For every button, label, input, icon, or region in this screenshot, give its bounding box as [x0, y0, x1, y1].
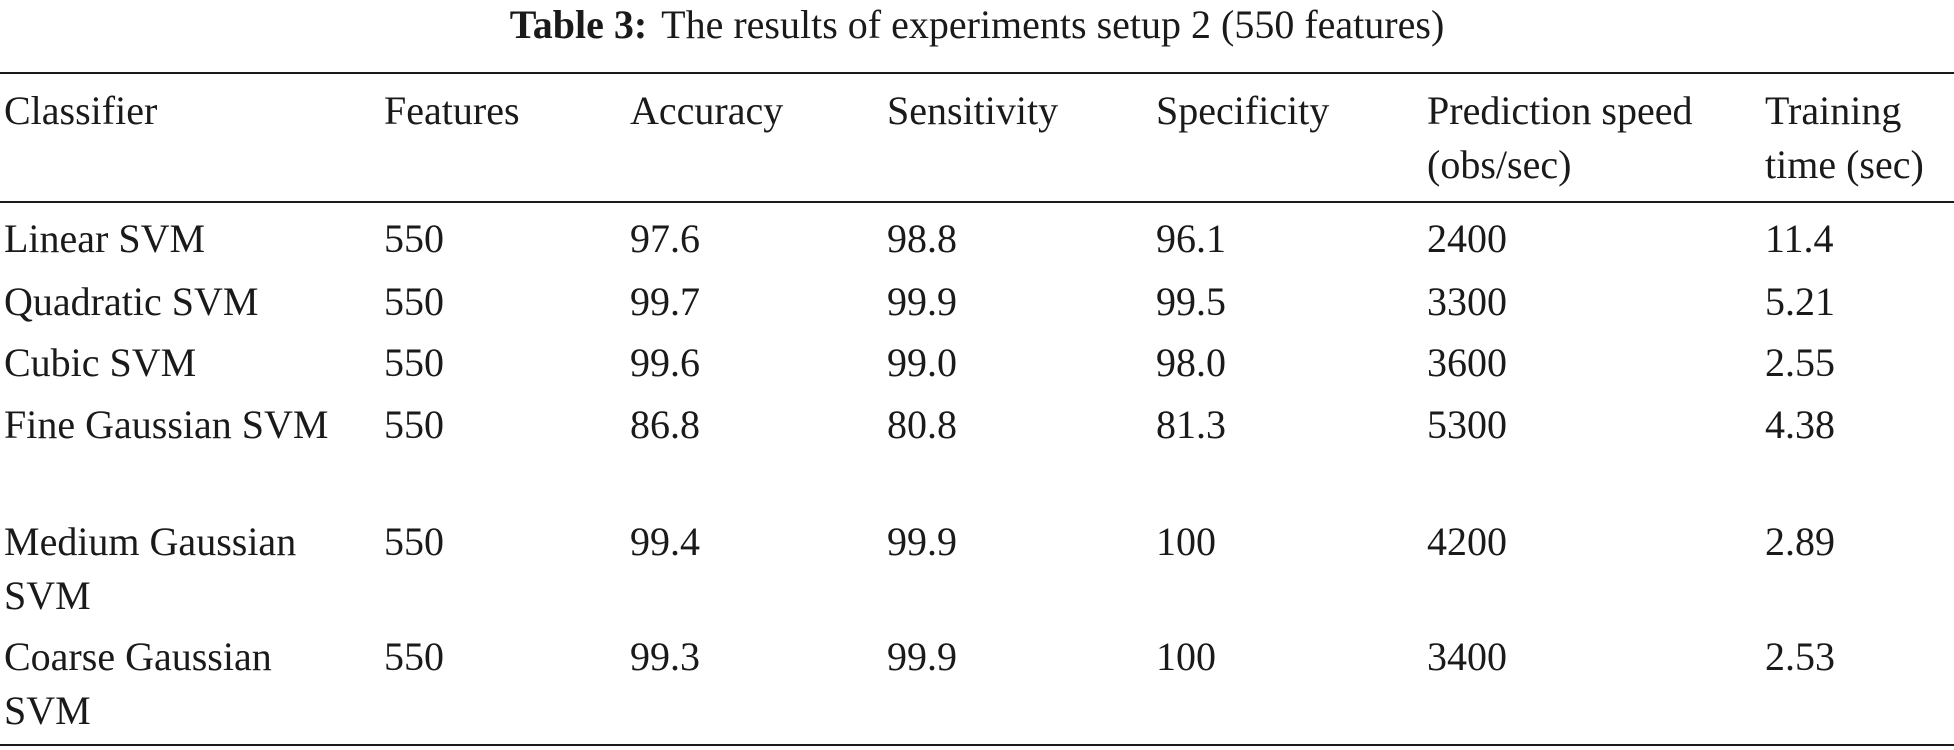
cell-specificity: 96.1 — [1156, 216, 1226, 261]
table-caption: Table 3: The results of experiments setup… — [0, 0, 1954, 60]
table-row: Fine Gaussian SVM 550 86.8 80.8 81.3 530… — [0, 398, 1954, 510]
cell-sensitivity: 99.9 — [887, 519, 957, 564]
table-header-rule — [0, 201, 1954, 203]
header-accuracy: Accuracy — [630, 88, 784, 133]
header-prediction-speed: Prediction speed (obs/sec) — [1427, 88, 1693, 187]
cell-classifier: Medium Gaussian SVM — [4, 519, 297, 618]
table-row: Coarse Gaussian SVM 550 99.3 99.9 100 34… — [0, 630, 1954, 742]
cell-classifier: Cubic SVM — [4, 340, 197, 385]
cell-prediction-speed: 3600 — [1427, 340, 1507, 385]
cell-sensitivity: 98.8 — [887, 216, 957, 261]
table-row: Linear SVM 550 97.6 98.8 96.1 2400 11.4 — [0, 212, 1954, 268]
cell-sensitivity: 99.9 — [887, 634, 957, 679]
cell-accuracy: 99.3 — [630, 634, 700, 679]
cell-classifier: Fine Gaussian SVM — [4, 402, 329, 447]
header-sensitivity: Sensitivity — [887, 88, 1059, 133]
table-caption-label: Table 3: — [509, 2, 648, 47]
cell-specificity: 98.0 — [1156, 340, 1226, 385]
cell-training-time: 5.21 — [1765, 279, 1835, 324]
cell-training-time: 2.55 — [1765, 340, 1835, 385]
cell-training-time: 2.53 — [1765, 634, 1835, 679]
cell-features: 550 — [384, 402, 444, 447]
header-specificity: Specificity — [1156, 88, 1330, 133]
table-row: Medium Gaussian SVM 550 99.4 99.9 100 42… — [0, 515, 1954, 627]
cell-accuracy: 86.8 — [630, 402, 700, 447]
cell-features: 550 — [384, 340, 444, 385]
header-classifier: Classifier — [4, 88, 158, 133]
cell-prediction-speed: 5300 — [1427, 402, 1507, 447]
cell-sensitivity: 99.0 — [887, 340, 957, 385]
cell-training-time: 2.89 — [1765, 519, 1835, 564]
cell-sensitivity: 99.9 — [887, 279, 957, 324]
table-top-rule — [0, 72, 1954, 74]
cell-classifier: Linear SVM — [4, 216, 206, 261]
cell-training-time: 4.38 — [1765, 402, 1835, 447]
cell-prediction-speed: 3300 — [1427, 279, 1507, 324]
cell-prediction-speed: 3400 — [1427, 634, 1507, 679]
cell-specificity: 100 — [1156, 519, 1216, 564]
header-features: Features — [384, 88, 520, 133]
cell-sensitivity: 80.8 — [887, 402, 957, 447]
table-row: Quadratic SVM 550 99.7 99.9 99.5 3300 5.… — [0, 275, 1954, 331]
table-header-row: Classifier Features Accuracy Sensitivity… — [0, 84, 1954, 196]
cell-accuracy: 99.7 — [630, 279, 700, 324]
cell-features: 550 — [384, 634, 444, 679]
cell-features: 550 — [384, 216, 444, 261]
cell-specificity: 81.3 — [1156, 402, 1226, 447]
cell-training-time: 11.4 — [1765, 216, 1834, 261]
cell-specificity: 99.5 — [1156, 279, 1226, 324]
cell-features: 550 — [384, 279, 444, 324]
header-training-time: Training time (sec) — [1765, 88, 1924, 187]
cell-accuracy: 99.6 — [630, 340, 700, 385]
cell-prediction-speed: 2400 — [1427, 216, 1507, 261]
cell-classifier: Coarse Gaussian SVM — [4, 634, 272, 733]
cell-accuracy: 99.4 — [630, 519, 700, 564]
cell-classifier: Quadratic SVM — [4, 279, 259, 324]
table-row: Cubic SVM 550 99.6 99.0 98.0 3600 2.55 — [0, 336, 1954, 392]
cell-features: 550 — [384, 519, 444, 564]
cell-specificity: 100 — [1156, 634, 1216, 679]
table-caption-text: The results of experiments setup 2 (550 … — [661, 2, 1445, 47]
table-bottom-rule — [0, 744, 1954, 746]
cell-accuracy: 97.6 — [630, 216, 700, 261]
cell-prediction-speed: 4200 — [1427, 519, 1507, 564]
